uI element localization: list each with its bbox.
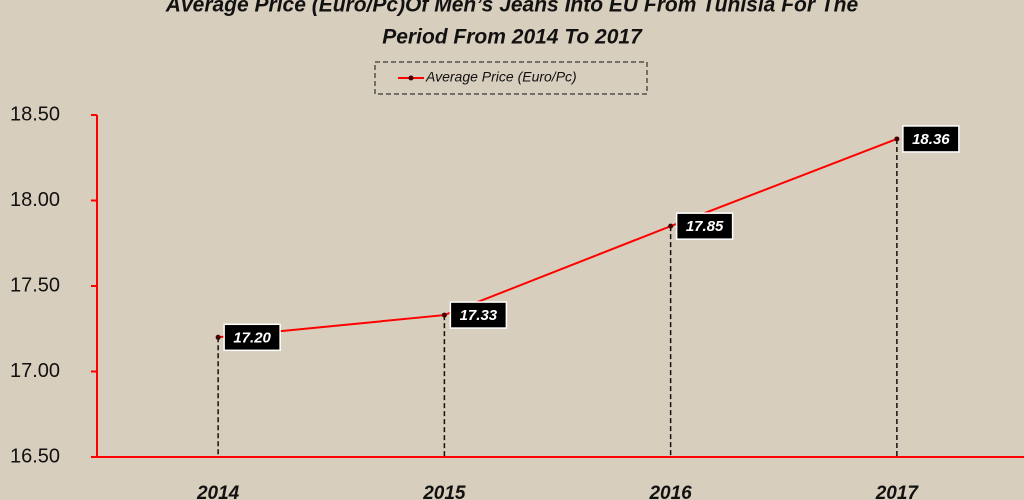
label-box <box>902 125 960 153</box>
y-tick-label: 17.00 <box>10 360 60 382</box>
y-tick-label: 17.50 <box>10 274 60 296</box>
legend-box <box>374 61 648 95</box>
chart-title: Period From 2014 To 2017 <box>382 26 643 49</box>
y-tick-label: 16.50 <box>10 445 60 467</box>
x-tick-label: 2017 <box>875 483 920 500</box>
y-tick-label: 18.50 <box>10 103 60 125</box>
data-label: 17.20 <box>233 329 271 346</box>
point <box>668 223 674 229</box>
x-tick-label: 2016 <box>648 483 692 500</box>
label-box <box>675 212 734 240</box>
x-tick-label: 2014 <box>196 483 240 500</box>
legend-label: Average Price (Euro/Pc) <box>425 69 577 85</box>
data-label: 17.85 <box>686 218 724 235</box>
legend-marker <box>408 75 414 81</box>
label-box <box>223 323 281 352</box>
point <box>215 334 221 340</box>
legend: Average Price (Euro/Pc) <box>374 61 648 95</box>
point <box>441 312 447 318</box>
data-label: 18.36 <box>912 131 950 148</box>
x-tick-label: 2015 <box>422 483 466 500</box>
chart-title: Average Price (Euro/Pc)Of Men’s Jeans In… <box>165 0 859 17</box>
label-box <box>449 301 508 329</box>
data-label: 17.33 <box>460 307 498 324</box>
y-tick-label: 18.00 <box>10 189 60 211</box>
point <box>894 136 900 142</box>
series-line <box>218 138 898 339</box>
